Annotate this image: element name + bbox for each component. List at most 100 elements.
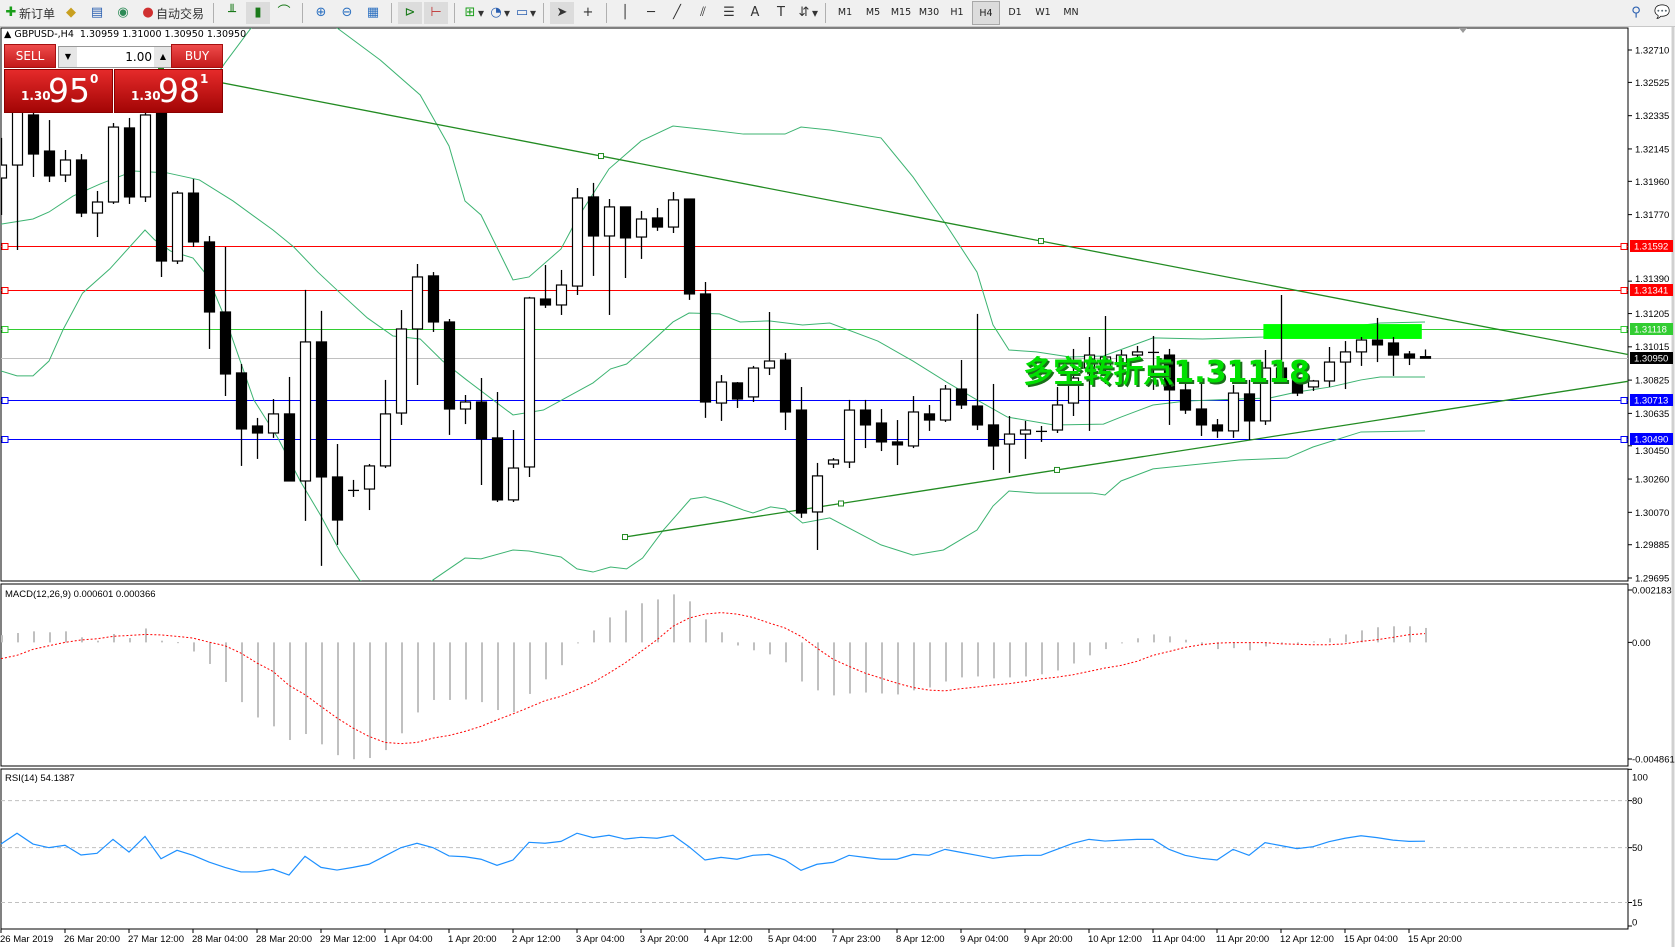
macd-histogram-bar <box>977 642 979 677</box>
collapse-triangle-icon[interactable]: ▲ <box>4 29 15 40</box>
chart-shift-button[interactable]: ⊢ <box>424 2 448 24</box>
symbol-label: GBPUSD-,H4 <box>14 29 74 40</box>
auto-trading-icon: ● <box>142 5 154 20</box>
lot-size-stepper[interactable]: ▼ 1.00 ▲ <box>58 46 173 68</box>
fibonacci-button[interactable]: ☰ <box>717 2 741 24</box>
candle-body-bull <box>11 111 24 166</box>
timeframe-h1[interactable]: H1 <box>950 6 964 18</box>
sell-button[interactable]: SELL <box>4 44 56 68</box>
trendline-handle[interactable] <box>838 500 844 507</box>
timeframe-w1[interactable]: W1 <box>1035 6 1051 18</box>
candle-body-bear <box>699 293 712 403</box>
periods-button[interactable]: ◔ ▾ <box>487 2 511 24</box>
candle <box>1243 379 1256 441</box>
macd-histogram-bar <box>1265 642 1267 647</box>
buy-price-box[interactable]: 1.30 98 1 <box>114 69 223 113</box>
trendline-handle[interactable] <box>622 534 628 541</box>
crosshair-button[interactable]: + <box>576 2 600 24</box>
price-level-label: 1.30950 <box>1634 354 1668 365</box>
candle-body-bull <box>667 199 680 228</box>
price-tick-label: 1.30070 <box>1635 508 1669 519</box>
macd-pane[interactable] <box>0 583 1629 767</box>
macd-tick-label: 0.00 <box>1632 638 1651 649</box>
line-handle-right[interactable] <box>1620 243 1628 250</box>
timeframe-m1[interactable]: M1 <box>837 6 853 18</box>
candle <box>267 399 280 438</box>
zoom-in-button[interactable]: ⊕ <box>309 2 333 24</box>
candle-body-bull <box>827 459 840 465</box>
arrows-button[interactable]: ⇵ ▾ <box>795 2 819 24</box>
text-label-button[interactable]: T <box>769 2 793 24</box>
trendline-handle[interactable] <box>1038 238 1044 245</box>
chat-button[interactable]: 💬 <box>1650 2 1674 24</box>
line-handle-right[interactable] <box>1620 436 1628 443</box>
autoscroll-button[interactable]: ⊳ <box>398 2 422 24</box>
trendline-button[interactable]: ╱ <box>665 2 689 24</box>
time-tick-label: 29 Mar 12:00 <box>320 934 376 945</box>
timeframe-bar: M1 M5 M15 M30 H1 H4 D1 W1 MN <box>831 1 1085 25</box>
chart-shift-marker-icon[interactable] <box>1459 28 1467 33</box>
timeframe-d1[interactable]: D1 <box>1008 6 1022 18</box>
trendline-handle[interactable] <box>598 153 604 160</box>
candle-body-bull <box>1051 404 1064 431</box>
zoom-out-icon: ⊖ <box>341 5 353 20</box>
timeframe-m5[interactable]: M5 <box>865 6 881 18</box>
lot-size-input[interactable]: 1.00 <box>125 50 152 64</box>
search-button[interactable]: ⚲ <box>1624 2 1648 24</box>
sell-price-box[interactable]: 1.30 95 0 <box>4 69 113 113</box>
time-tick-label: 15 Apr 20:00 <box>1408 934 1462 945</box>
macd-histogram-bar <box>1057 642 1059 671</box>
line-handle-right[interactable] <box>1620 397 1628 404</box>
trendline[interactable] <box>160 70 1628 356</box>
text-button[interactable]: A <box>743 2 767 24</box>
indicators-button[interactable]: ⊞ ▾ <box>461 2 485 24</box>
tile-windows-button[interactable]: ▦ <box>361 2 385 24</box>
candle <box>923 404 936 431</box>
templates-button[interactable]: ▭ ▾ <box>515 5 537 20</box>
lot-decrease-button[interactable]: ▼ <box>59 47 77 67</box>
line-handle-left[interactable] <box>1 397 9 404</box>
pivot-zone-rectangle[interactable] <box>1263 324 1422 339</box>
line-handle-left[interactable] <box>1 243 9 250</box>
price-level-label: 1.30713 <box>1634 396 1668 407</box>
auto-trading-button[interactable]: ● 自动交易 <box>137 2 207 24</box>
bar-chart-button[interactable]: ╨ <box>220 2 244 24</box>
timeframe-m15[interactable]: M15 <box>890 6 912 18</box>
lot-increase-button[interactable]: ▲ <box>154 47 172 67</box>
trendline[interactable] <box>624 380 1628 538</box>
candle-chart-button[interactable]: ▮ <box>246 2 270 24</box>
data-window-button[interactable]: ▤ <box>85 2 109 24</box>
zoom-out-button[interactable]: ⊖ <box>335 2 359 24</box>
price-tick-label: 1.29885 <box>1635 540 1669 551</box>
line-chart-button[interactable]: ⌒ <box>272 2 296 24</box>
line-handle-right[interactable] <box>1620 287 1628 294</box>
candle <box>427 272 440 332</box>
macd-histogram-bar <box>289 642 291 741</box>
line-handle-right[interactable] <box>1620 326 1628 333</box>
signals-button[interactable]: ◉ <box>111 2 135 24</box>
rsi-pane[interactable] <box>0 768 1629 930</box>
line-handle-left[interactable] <box>1 287 9 294</box>
cursor-button[interactable]: ➤ <box>550 2 574 24</box>
horizontal-line-button[interactable]: ─ <box>639 2 663 24</box>
line-handle-left[interactable] <box>1 436 9 443</box>
timeframe-m30[interactable]: M30 <box>918 6 940 18</box>
macd-histogram-bar <box>1169 636 1171 643</box>
timeframe-h4[interactable]: H4 <box>972 1 1000 25</box>
macd-histogram-bar <box>625 610 627 643</box>
pivot-annotation-text[interactable]: 多空转折点1.31118 <box>1023 354 1311 390</box>
macd-histogram-bar <box>945 642 947 682</box>
vertical-line-button[interactable]: │ <box>613 2 637 24</box>
macd-histogram-bar <box>257 642 259 718</box>
trendline-handle[interactable] <box>1054 466 1060 473</box>
buy-button[interactable]: BUY <box>171 44 223 68</box>
channel-button[interactable]: ⫽ <box>691 2 715 24</box>
macd-histogram-bar <box>561 642 563 666</box>
candle <box>203 235 216 349</box>
macd-histogram-bar <box>1425 627 1427 643</box>
line-handle-left[interactable] <box>1 326 9 333</box>
new-order-button[interactable]: ✚ 新订单 <box>1 2 57 24</box>
market-watch-button[interactable]: ◆ <box>59 2 83 24</box>
timeframe-mn[interactable]: MN <box>1063 6 1079 18</box>
